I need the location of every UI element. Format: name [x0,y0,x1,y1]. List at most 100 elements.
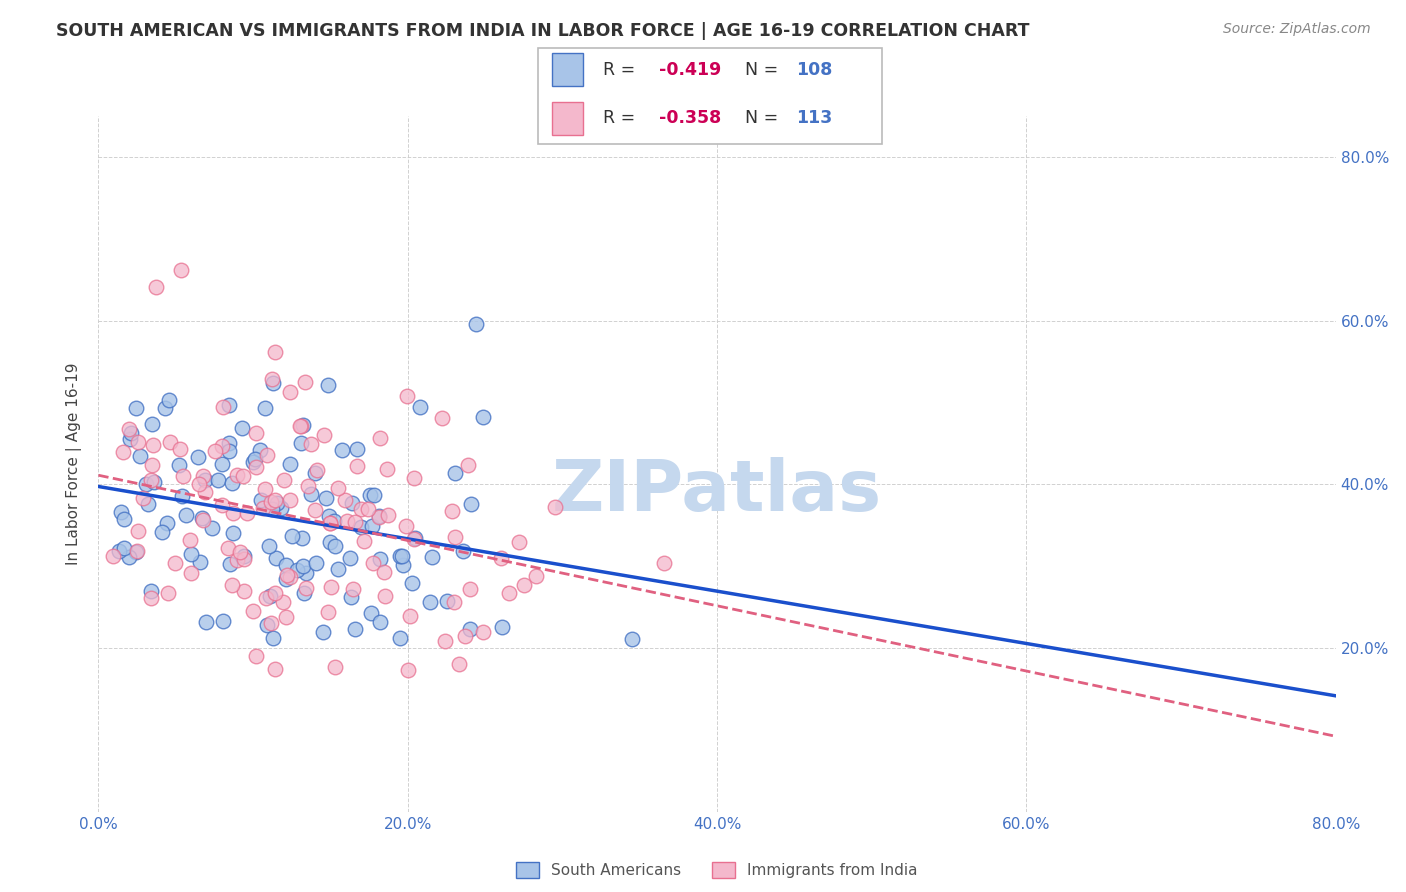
Point [360,607,382,621]
Point [321,580,343,594]
Point [472,410,495,425]
Point [316,378,339,392]
Point [139,473,162,487]
Point [377,508,399,523]
Point [359,488,381,502]
Point [346,442,368,456]
Point [401,576,423,591]
Point [262,631,284,645]
Point [139,591,162,606]
Point [339,550,361,565]
Point [232,469,254,483]
Point [395,519,418,533]
Point [620,632,643,646]
Point [245,648,267,663]
Point [472,625,495,640]
Point [221,578,243,592]
Point [399,609,422,624]
Point [489,551,512,566]
Point [368,552,391,566]
Point [323,660,346,674]
Point [157,392,180,407]
Point [159,435,181,450]
Point [143,475,166,490]
Point [273,473,295,487]
Point [262,376,284,390]
Point [231,421,253,435]
Point [194,473,217,487]
Point [110,505,132,519]
Point [339,590,361,604]
FancyBboxPatch shape [551,53,583,86]
Point [443,595,465,609]
Point [232,583,254,598]
Point [222,506,245,520]
Point [278,384,301,399]
Point [305,463,328,477]
Point [211,615,233,629]
Point [323,514,346,528]
Point [368,431,391,445]
Point [498,585,520,599]
Point [145,280,167,294]
Point [193,513,215,527]
Point [292,559,315,574]
Point [363,488,385,502]
Point [236,507,259,521]
Point [191,511,214,525]
Point [243,451,266,466]
Point [404,532,426,546]
Point [330,443,353,458]
Point [436,594,458,608]
Point [232,549,254,563]
Point [373,566,395,580]
Point [363,556,385,570]
Point [125,401,148,415]
Point [120,425,142,440]
Point [294,566,316,581]
Point [129,449,152,463]
Point [249,493,271,508]
Point [141,458,163,473]
Point [318,516,340,530]
Point [264,586,287,600]
Text: 108: 108 [796,61,832,78]
Point [408,401,430,415]
Point [155,401,177,415]
Point [207,473,229,487]
Point [179,533,201,548]
Point [333,492,356,507]
Point [274,609,297,624]
Point [201,521,224,535]
Point [291,531,314,545]
Point [218,436,240,450]
Point [319,516,342,531]
Point [304,467,326,481]
Point [292,418,315,433]
Point [342,582,364,596]
Text: ZIPatlas: ZIPatlas [553,458,882,526]
Text: R =: R = [603,109,641,127]
Point [368,509,391,524]
Point [228,545,250,559]
Point [305,556,328,570]
Point [326,481,349,495]
Point [245,426,267,441]
Point [458,622,481,636]
Point [211,498,233,512]
Point [187,450,209,464]
FancyBboxPatch shape [551,102,583,135]
Text: -0.419: -0.419 [659,61,721,78]
Point [169,442,191,457]
Point [274,572,297,586]
Point [125,544,148,558]
FancyBboxPatch shape [537,47,883,145]
Point [340,495,363,509]
Point [368,615,391,630]
Point [120,432,142,446]
Point [299,437,322,451]
Point [374,589,396,603]
Point [285,563,308,577]
Point [264,550,287,565]
Point [325,539,347,553]
